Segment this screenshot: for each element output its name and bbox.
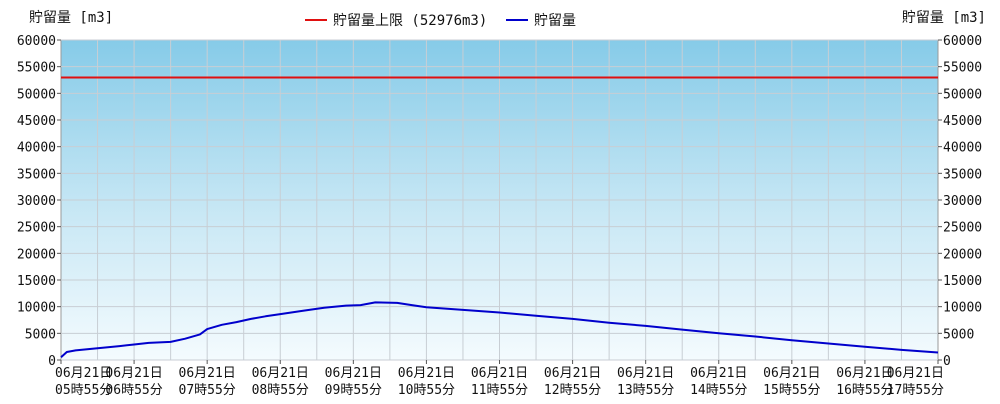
y-tick-label-right: 10000 [943, 301, 982, 316]
x-tick-label-time: 08時55分 [252, 383, 309, 398]
x-tick-label-date: 06月21日 [836, 366, 893, 381]
x-tick-label-date: 06月21日 [105, 366, 162, 381]
y-tick-label-left: 35000 [17, 167, 56, 182]
x-tick-label-time: 11時55分 [471, 383, 528, 398]
x-tick-label-date: 06月21日 [471, 366, 528, 381]
x-tick-label-date: 06月21日 [544, 366, 601, 381]
y-tick-label-left: 25000 [17, 221, 56, 236]
y-tick-label-left: 60000 [17, 34, 56, 49]
x-tick-label-time: 13時55分 [617, 383, 674, 398]
x-tick-label-time: 09時55分 [325, 383, 382, 398]
x-tick-label-date: 06月21日 [398, 366, 455, 381]
y-tick-label-right: 45000 [943, 114, 982, 129]
x-tick-label-date: 06月21日 [887, 366, 944, 381]
x-tick-label-date: 06月21日 [179, 366, 236, 381]
storage-series-line [60, 301, 939, 359]
y-tick-label-right: 60000 [943, 34, 982, 49]
y-tick-label-right: 50000 [943, 87, 982, 102]
y-axis-label-right: 貯留量 [m3] [902, 10, 986, 26]
x-tick-label-time: 15時55分 [763, 383, 820, 398]
y-tick-label-right: 55000 [943, 61, 982, 76]
x-tick-label-time: 10時55分 [398, 383, 455, 398]
y-tick-label-right: 35000 [943, 167, 982, 182]
x-tick-label-time: 06時55分 [105, 383, 162, 398]
y-tick-label-right: 40000 [943, 141, 982, 156]
y-tick-label-left: 30000 [17, 194, 56, 209]
y-tick-label-left: 55000 [17, 61, 56, 76]
y-tick-label-left: 10000 [17, 301, 56, 316]
legend: 貯留量上限 (52976m3) 貯留量 [305, 13, 576, 29]
x-tick-label-time: 14時55分 [690, 383, 747, 398]
y-axis-label-left: 貯留量 [m3] [29, 10, 113, 26]
x-tick-label-time: 12時55分 [544, 383, 601, 398]
y-tick-label-right: 5000 [943, 327, 974, 342]
y-tick-label-left: 20000 [17, 247, 56, 262]
x-tick-label-date: 06月21日 [252, 366, 309, 381]
x-tick-label-time: 17時55分 [887, 383, 944, 398]
x-tick-label-date: 06月21日 [325, 366, 382, 381]
x-tick-label-time: 07時55分 [179, 383, 236, 398]
y-tick-label-left: 0 [48, 354, 56, 369]
x-tick-label-date: 06月21日 [690, 366, 747, 381]
y-tick-label-right: 15000 [943, 274, 982, 289]
x-tick-label-time: 05時55分 [55, 383, 112, 398]
x-tick-label-time: 16時55分 [836, 383, 893, 398]
legend-label-limit: 貯留量上限 (52976m3) [333, 13, 487, 29]
y-tick-label-left: 15000 [17, 274, 56, 289]
y-tick-label-right: 0 [943, 354, 951, 369]
legend-label-storage: 貯留量 [534, 13, 576, 29]
y-tick-label-left: 45000 [17, 114, 56, 129]
x-tick-label-date: 06月21日 [55, 366, 112, 381]
x-tick-label-date: 06月21日 [763, 366, 820, 381]
y-tick-label-right: 25000 [943, 221, 982, 236]
y-tick-label-right: 30000 [943, 194, 982, 209]
y-tick-label-left: 50000 [17, 87, 56, 102]
x-tick-label-date: 06月21日 [617, 366, 674, 381]
y-tick-label-left: 40000 [17, 141, 56, 156]
y-tick-label-left: 5000 [25, 327, 56, 342]
y-tick-label-right: 20000 [943, 247, 982, 262]
